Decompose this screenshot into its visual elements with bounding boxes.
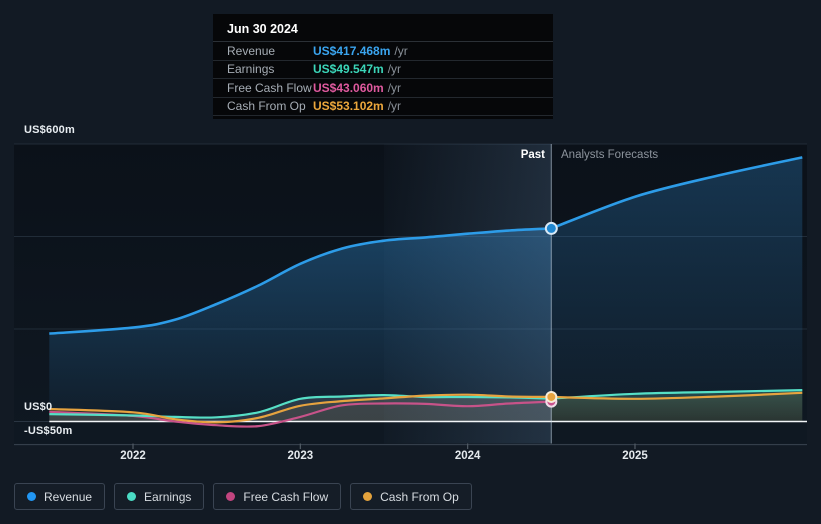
legend-item-free-cash-flow[interactable]: Free Cash Flow [213,483,342,510]
tooltip-unit: /yr [394,43,408,58]
y-axis-label-600m: US$600m [24,124,75,136]
revenue-line-past [49,227,552,335]
tooltip-unit: /yr [387,62,402,77]
tooltip-row-free-cash-flow: Free Cash Flow US$43.060m /yr [213,79,553,98]
legend-item-cash-from-op[interactable]: Cash From Op [350,483,472,510]
tooltip-label: Cash From Op [227,99,306,114]
tooltip-label: Earnings [227,62,275,77]
cfo-marker[interactable] [545,390,558,403]
revenue-area-forecast [551,157,803,422]
tooltip-label: Revenue [227,43,276,58]
legend-label: Revenue [44,489,93,504]
cash-from-op-dot-icon [363,492,373,501]
fcf-line-past [49,400,552,428]
past-label: Past [520,149,545,161]
legend-label: Free Cash Flow [243,489,329,504]
tooltip-unit: /yr [387,99,402,114]
analysts-forecasts-label: Analysts Forecasts [561,149,659,161]
cfo-line-forecast [551,391,803,400]
tooltip-unit: /yr [387,80,402,95]
tooltip-value: US$49.547m [313,62,384,77]
legend-label: Cash From Op [380,489,459,504]
free-cash-flow-dot-icon [226,492,236,501]
x-tick-label: 2024 [454,450,481,462]
legend-item-revenue[interactable]: Revenue [14,483,106,510]
tooltip-row-revenue: Revenue US$417.468m /yr [213,42,553,61]
y-axis-label-neg50m: -US$50m [24,425,73,437]
revenue-dot-icon [27,492,36,501]
legend: Revenue Earnings Free Cash Flow Cash Fro… [14,483,472,510]
legend-label: Earnings [144,489,192,504]
highlight-band [384,144,552,444]
tooltip-date: Jun 30 2024 [213,14,553,42]
x-tick-label: 2023 [287,450,314,462]
tooltip-value: US$417.468m [313,43,391,58]
y-axis-label-0: US$0 [24,401,53,413]
legend-item-earnings[interactable]: Earnings [114,483,205,510]
revenue-line-forecast [550,156,803,230]
revenue-marker[interactable] [544,221,558,235]
tooltip-row-earnings: Earnings US$49.547m /yr [213,61,553,79]
earnings-dot-icon [127,492,137,501]
hover-tooltip: Jun 30 2024 Revenue US$417.468m /yr Earn… [213,14,553,119]
x-axis-ticks [132,443,636,449]
x-tick-label: 2025 [622,450,648,462]
earnings-line-forecast [551,389,803,400]
x-tick-label: 2022 [120,450,146,462]
cfo-line-past [49,393,552,424]
tooltip-value: US$43.060m [313,80,384,95]
tooltip-value: US$53.102m [313,99,384,114]
cfo-area-forecast [551,392,803,422]
tooltip-label: Free Cash Flow [227,80,312,95]
tooltip-row-cash-from-op: Cash From Op US$53.102m /yr [213,98,553,116]
